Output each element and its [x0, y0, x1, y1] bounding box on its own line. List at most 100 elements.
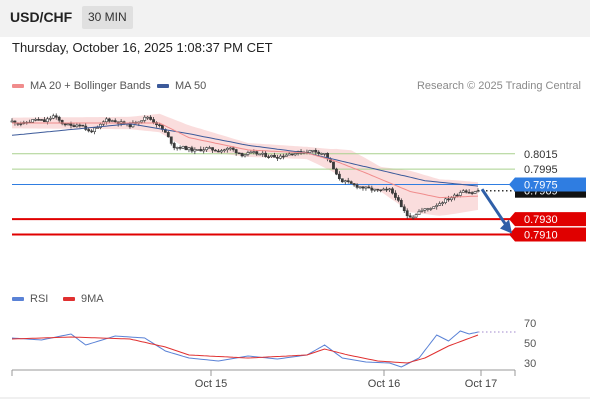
candle-body	[293, 153, 297, 156]
candle-body	[276, 156, 279, 159]
candle-body	[63, 123, 67, 126]
symbol-label: USD/CHF	[10, 9, 73, 25]
candle-body	[146, 116, 150, 119]
rsi-tick-label-2: 30	[524, 358, 536, 370]
candle-body	[199, 149, 203, 152]
candle-body	[246, 152, 250, 155]
candle-body	[220, 150, 223, 153]
ma9-swatch-icon	[63, 297, 75, 302]
candle-body	[181, 146, 185, 149]
candle-body	[178, 147, 182, 149]
candle-body	[461, 190, 465, 193]
candle-body	[352, 183, 356, 186]
candle-body	[243, 154, 247, 157]
candle-body	[426, 208, 430, 210]
candle-body	[417, 211, 421, 216]
candle-body	[99, 123, 102, 128]
level-badge-3	[509, 212, 586, 227]
candle-body	[438, 203, 442, 206]
candle-body	[270, 154, 273, 158]
candle-body	[87, 129, 91, 132]
candle-body	[104, 118, 108, 123]
candle-body	[166, 132, 170, 138]
ma50-swatch-icon	[157, 84, 169, 89]
candle-body	[355, 184, 359, 188]
candle-body	[54, 115, 58, 118]
candle-body	[252, 151, 256, 153]
level-badge-label-3: 0.7930	[524, 214, 558, 226]
candle-body	[394, 192, 397, 198]
candle-body	[391, 188, 394, 194]
candle-body	[31, 119, 35, 123]
candle-body	[187, 147, 191, 151]
candle-body	[40, 119, 43, 121]
legend-ma50: MA 50	[157, 80, 206, 92]
time-tick-label-1: Oct 16	[368, 378, 400, 390]
candle-body	[261, 152, 265, 155]
candle-body	[184, 146, 188, 151]
candle-body	[93, 127, 96, 132]
candle-body	[249, 151, 253, 154]
candle-body	[402, 206, 406, 212]
candle-body	[231, 147, 235, 150]
candle-body	[228, 147, 232, 150]
candle-body	[332, 161, 335, 170]
candle-body	[10, 120, 14, 123]
candle-body	[48, 117, 52, 120]
rsi-line	[11, 330, 479, 368]
candle-body	[335, 168, 338, 175]
candle-body	[278, 155, 282, 159]
candle-body	[234, 149, 238, 154]
candle-body	[72, 125, 76, 128]
candle-body	[435, 205, 439, 207]
legend-rsi: RSI	[12, 293, 48, 305]
time-tick-label-2: Oct 17	[465, 378, 497, 390]
legend-ma50-label: MA 50	[175, 80, 207, 92]
ma50-line	[11, 123, 479, 187]
candle-body	[376, 188, 380, 191]
legend-ma9: 9MA	[63, 293, 104, 305]
candle-body	[51, 115, 55, 119]
candle-body	[311, 149, 315, 152]
candle-body	[240, 152, 244, 157]
candle-body	[290, 153, 294, 156]
candle-body	[175, 147, 179, 149]
candle-body	[337, 173, 341, 180]
candle-body	[414, 214, 418, 218]
candle-body	[320, 153, 324, 155]
legend-ma9-label: 9MA	[81, 293, 104, 305]
candle-body	[349, 181, 353, 184]
candle-body	[208, 147, 212, 149]
candle-body	[340, 178, 344, 183]
legend-rsi-label: RSI	[30, 293, 49, 305]
candle-body	[193, 149, 197, 152]
candle-body	[273, 154, 276, 158]
candle-body	[405, 210, 409, 217]
candle-body	[196, 149, 200, 151]
candle-body	[364, 186, 368, 189]
candle-body	[45, 118, 49, 123]
candle-body	[343, 180, 347, 183]
candle-body	[441, 202, 445, 205]
candle-body	[237, 152, 241, 155]
candle-body	[450, 197, 453, 201]
timeframe-badge[interactable]: 30 MIN	[82, 6, 133, 29]
candle-body	[267, 156, 270, 158]
candle-body	[323, 152, 327, 155]
candle-body	[455, 194, 459, 197]
candle-body	[429, 208, 433, 210]
candle-body	[69, 123, 73, 126]
candle-body	[314, 149, 318, 153]
candle-body	[152, 119, 155, 123]
candle-body	[464, 190, 468, 193]
candle-body	[420, 209, 424, 212]
candle-body	[388, 188, 391, 191]
candle-body	[57, 116, 61, 121]
time-tick-label-0: Oct 15	[195, 378, 227, 390]
candle-body	[382, 188, 386, 191]
candle-body	[358, 186, 362, 189]
candle-body	[385, 188, 388, 191]
candle-body	[444, 198, 447, 204]
candle-body	[60, 119, 64, 124]
